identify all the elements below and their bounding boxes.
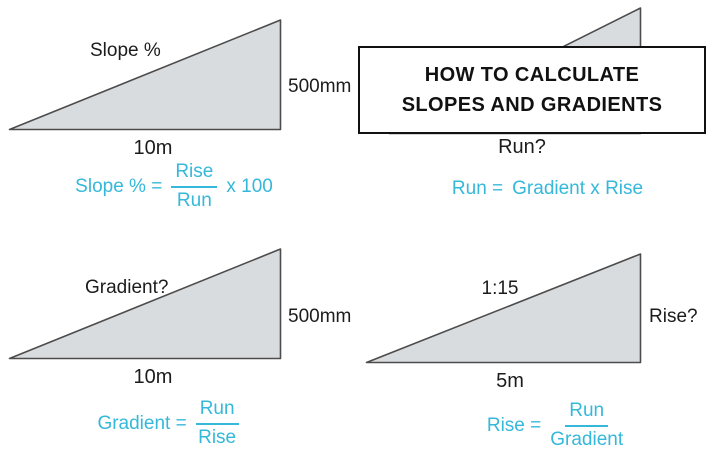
slope-percent-formula: Slope % = Rise Run x 100 <box>43 161 305 213</box>
formula-lhs: Gradient = <box>97 412 187 434</box>
slope-percent-triangle <box>8 19 282 131</box>
slope-percent-run-label: 10m <box>133 137 173 159</box>
title-box: HOW TO CALCULATE SLOPES AND GRADIENTS <box>358 46 706 134</box>
gradient-formula: Gradient = Run Rise <box>43 398 293 450</box>
rise-formula: Rise = Run Gradient <box>430 400 680 452</box>
formula-lhs: Rise = <box>486 414 542 436</box>
gradient-rise-label: 500mm <box>288 306 352 327</box>
formula-suffix: x 100 <box>226 175 273 197</box>
run-base-label: Run? <box>498 136 546 158</box>
formula-lhs: Run = <box>451 178 504 199</box>
rise-ratio-label: 1:15 <box>481 278 519 299</box>
gradient-triangle <box>8 248 282 360</box>
fraction-denominator: Rise <box>198 426 237 448</box>
slope-percent-rise-label: 500mm <box>288 76 352 97</box>
gradient-triangle-label: Gradient? <box>85 277 169 298</box>
title-line-1: HOW TO CALCULATE <box>424 64 640 86</box>
fraction: Rise Run <box>171 161 218 213</box>
rise-triangle <box>365 253 642 364</box>
fraction: Run Gradient <box>550 400 623 452</box>
fraction-denominator: Run <box>176 189 212 211</box>
gradient-run-label: 10m <box>133 366 173 388</box>
slope-percent-triangle-label: Slope % <box>90 40 161 61</box>
rise-side-label: Rise? <box>649 306 698 327</box>
fraction-numerator: Run <box>565 400 609 427</box>
formula-lhs: Slope % = <box>75 175 163 197</box>
run-formula: Run = Gradient x Rise <box>415 178 680 200</box>
title-line-2: SLOPES AND GRADIENTS <box>401 94 663 116</box>
fraction: Run Rise <box>195 398 239 450</box>
fraction-denominator: Gradient <box>550 428 624 450</box>
formula-rhs: Gradient x Rise <box>512 178 644 199</box>
fraction-numerator: Rise <box>171 161 218 188</box>
rise-run-label: 5m <box>496 370 524 392</box>
fraction-numerator: Run <box>195 398 239 425</box>
